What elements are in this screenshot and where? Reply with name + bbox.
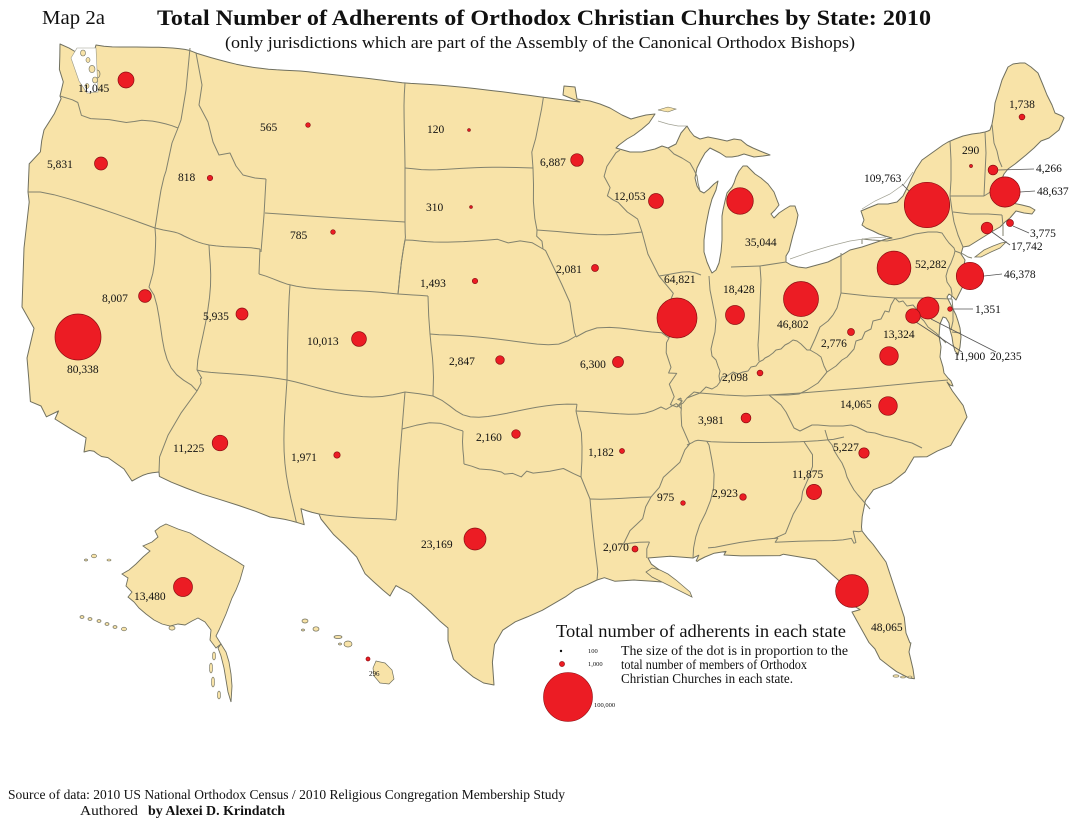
svg-text:64,821: 64,821 — [664, 274, 696, 286]
svg-text:4,266: 4,266 — [1036, 163, 1062, 175]
svg-text:1,738: 1,738 — [1009, 99, 1035, 111]
svg-text:310: 310 — [426, 202, 444, 214]
svg-text:2,160: 2,160 — [476, 432, 502, 444]
svg-text:Total Number of Adherents of O: Total Number of Adherents of Orthodox Ch… — [157, 5, 931, 30]
svg-text:48,637: 48,637 — [1037, 186, 1069, 198]
svg-text:5,831: 5,831 — [47, 159, 73, 171]
svg-text:35,044: 35,044 — [745, 237, 777, 249]
svg-text:11,045: 11,045 — [78, 83, 109, 95]
svg-text:Total number of adherents in e: Total number of adherents in each state — [556, 621, 846, 641]
svg-text:46,378: 46,378 — [1004, 269, 1036, 281]
svg-text:Source of data: 2010 US Nation: Source of data: 2010 US National Orthodo… — [8, 787, 565, 802]
svg-text:818: 818 — [178, 172, 196, 184]
svg-text:1,182: 1,182 — [588, 447, 614, 459]
svg-text:14,065: 14,065 — [840, 399, 872, 411]
svg-text:2,098: 2,098 — [722, 372, 748, 384]
svg-text:1,493: 1,493 — [420, 278, 446, 290]
svg-text:6,300: 6,300 — [580, 359, 606, 371]
svg-text:2,070: 2,070 — [603, 542, 629, 554]
svg-text:296: 296 — [369, 670, 380, 678]
svg-text:11,875: 11,875 — [792, 469, 823, 481]
svg-text:17,742: 17,742 — [1011, 241, 1043, 253]
svg-text:8,007: 8,007 — [102, 293, 128, 305]
svg-text:2,923: 2,923 — [712, 488, 738, 500]
svg-text:785: 785 — [290, 230, 308, 242]
svg-text:11,225: 11,225 — [173, 443, 204, 455]
svg-text:13,480: 13,480 — [134, 591, 166, 603]
svg-text:100: 100 — [588, 648, 598, 655]
svg-text:109,763: 109,763 — [864, 173, 902, 185]
svg-text:The size of the dot is in prop: The size of the dot is in proportion to … — [621, 643, 848, 658]
svg-text:20,235: 20,235 — [990, 351, 1022, 363]
svg-text:1,351: 1,351 — [975, 304, 1001, 316]
svg-text:Christian Churches in each sta: Christian Churches in each state. — [621, 671, 793, 686]
svg-text:46,802: 46,802 — [777, 319, 809, 331]
svg-text:1,971: 1,971 — [291, 452, 317, 464]
svg-text:12,053: 12,053 — [614, 191, 646, 203]
svg-text:6,887: 6,887 — [540, 157, 566, 169]
svg-text:3,981: 3,981 — [698, 415, 724, 427]
svg-text:Authored: Authored — [80, 803, 138, 818]
svg-text:13,324: 13,324 — [883, 329, 915, 341]
svg-text:1,000: 1,000 — [588, 661, 603, 668]
svg-text:3,775: 3,775 — [1030, 228, 1056, 240]
svg-text:total number of members of Ort: total number of members of Orthodox — [621, 657, 807, 672]
svg-text:120: 120 — [427, 124, 445, 136]
svg-text:2,081: 2,081 — [556, 264, 582, 276]
svg-text:Map 2a: Map 2a — [42, 7, 105, 29]
svg-text:11,900: 11,900 — [954, 351, 985, 363]
svg-text:by Alexei D. Krindatch: by Alexei D. Krindatch — [148, 803, 285, 818]
svg-text:80,338: 80,338 — [67, 364, 99, 376]
svg-text:290: 290 — [962, 145, 980, 157]
svg-text:565: 565 — [260, 122, 278, 134]
svg-text:5,227: 5,227 — [833, 442, 859, 454]
svg-text:975: 975 — [657, 492, 675, 504]
svg-text:48,065: 48,065 — [871, 622, 903, 634]
svg-text:18,428: 18,428 — [723, 284, 755, 296]
svg-text:2,776: 2,776 — [821, 338, 847, 350]
svg-text:2,847: 2,847 — [449, 356, 475, 368]
svg-text:23,169: 23,169 — [421, 539, 453, 551]
svg-text:(only jurisdictions which are: (only jurisdictions which are part of th… — [225, 33, 855, 52]
svg-text:52,282: 52,282 — [915, 259, 947, 271]
svg-text:100,000: 100,000 — [594, 702, 615, 709]
svg-text:5,935: 5,935 — [203, 311, 229, 323]
svg-text:10,013: 10,013 — [307, 336, 339, 348]
